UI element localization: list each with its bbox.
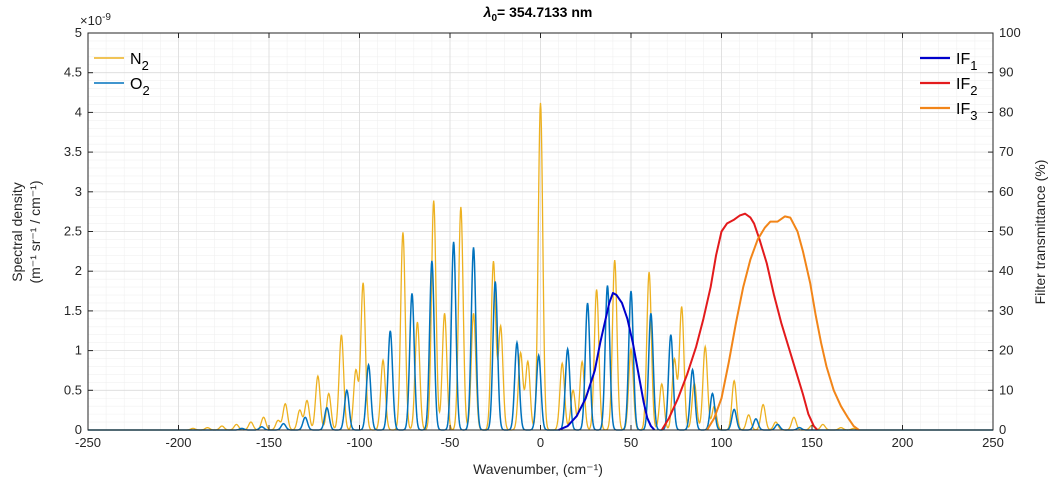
y-right-tick-label: 50 (999, 224, 1013, 239)
x-tick-label: -150 (256, 435, 282, 450)
series-line-if2 (660, 212, 819, 431)
series-line-if3 (706, 215, 860, 431)
y-right-tick-label: 20 (999, 343, 1013, 358)
svg-text:Spectral density: Spectral density (9, 182, 25, 282)
x-tick-label: 0 (537, 435, 544, 450)
y-axis-right-label: Filter transmittance (%) (1032, 160, 1048, 305)
y-left-tick-label: 1 (75, 343, 82, 358)
legend-label: O2 (130, 76, 150, 98)
y-right-tick-label: 90 (999, 65, 1013, 80)
y-right-tick-label: 40 (999, 263, 1013, 278)
y-left-tick-label: 4.5 (64, 65, 82, 80)
svg-text:(m⁻¹ sr⁻¹ / cm⁻¹): (m⁻¹ sr⁻¹ / cm⁻¹) (27, 180, 43, 283)
legend-label: IF1 (956, 51, 977, 73)
y-right-tick-label: 30 (999, 303, 1013, 318)
legend-item-n2: N2 (94, 51, 149, 73)
legend-item-o2: O2 (94, 76, 150, 98)
x-tick-label: 50 (624, 435, 638, 450)
legend-item-if2: IF2 (920, 76, 977, 98)
y-right-tick-label: 70 (999, 144, 1013, 159)
y-left-tick-label: 4 (75, 104, 82, 119)
y-left-tick-label: 2 (75, 263, 82, 278)
y-right-tick-label: 100 (999, 25, 1021, 40)
x-tick-label: -200 (165, 435, 191, 450)
legend-label: IF3 (956, 101, 977, 123)
legend-right: IF1 IF2 IF3 (920, 51, 977, 123)
legend-item-if1: IF1 (920, 51, 977, 73)
x-tick-label: 150 (801, 435, 823, 450)
legend-label: N2 (130, 51, 149, 73)
y-right-tick-label: 10 (999, 382, 1013, 397)
series-line-n2 (88, 102, 993, 431)
y-left-tick-label: 0 (75, 422, 82, 437)
x-tick-label: -100 (346, 435, 372, 450)
tick-labels: -250 -200 -150 -100 -50 0 50 100 150 200 25000.511… (64, 25, 1021, 450)
x-tick-label: -50 (441, 435, 460, 450)
y-left-tick-label: 0.5 (64, 382, 82, 397)
axes (87, 32, 994, 431)
y-exponent-label: ×10-9 (80, 12, 111, 28)
y-left-tick-label: 5 (75, 25, 82, 40)
y-axis-left-label: Spectral density (m⁻¹ sr⁻¹ / cm⁻¹) (9, 180, 43, 283)
legend-item-if3: IF3 (920, 101, 977, 123)
x-tick-label: 200 (892, 435, 914, 450)
y-left-tick-label: 1.5 (64, 303, 82, 318)
y-right-tick-label: 80 (999, 104, 1013, 119)
x-tick-label: 100 (711, 435, 733, 450)
y-left-tick-label: 2.5 (64, 224, 82, 239)
y-right-tick-label: 60 (999, 184, 1013, 199)
legend-label: IF2 (956, 76, 977, 98)
series-line-if1 (558, 292, 656, 431)
y-left-tick-label: 3.5 (64, 144, 82, 159)
x-tick-label: 250 (982, 435, 1004, 450)
x-tick-label: -250 (75, 435, 101, 450)
y-right-tick-label: 0 (999, 422, 1006, 437)
chart-title: λ0= 354.7133 nm (483, 4, 593, 24)
y-left-tick-label: 3 (75, 184, 82, 199)
x-axis-label: Wavenumber, (cm⁻¹) (473, 461, 603, 477)
